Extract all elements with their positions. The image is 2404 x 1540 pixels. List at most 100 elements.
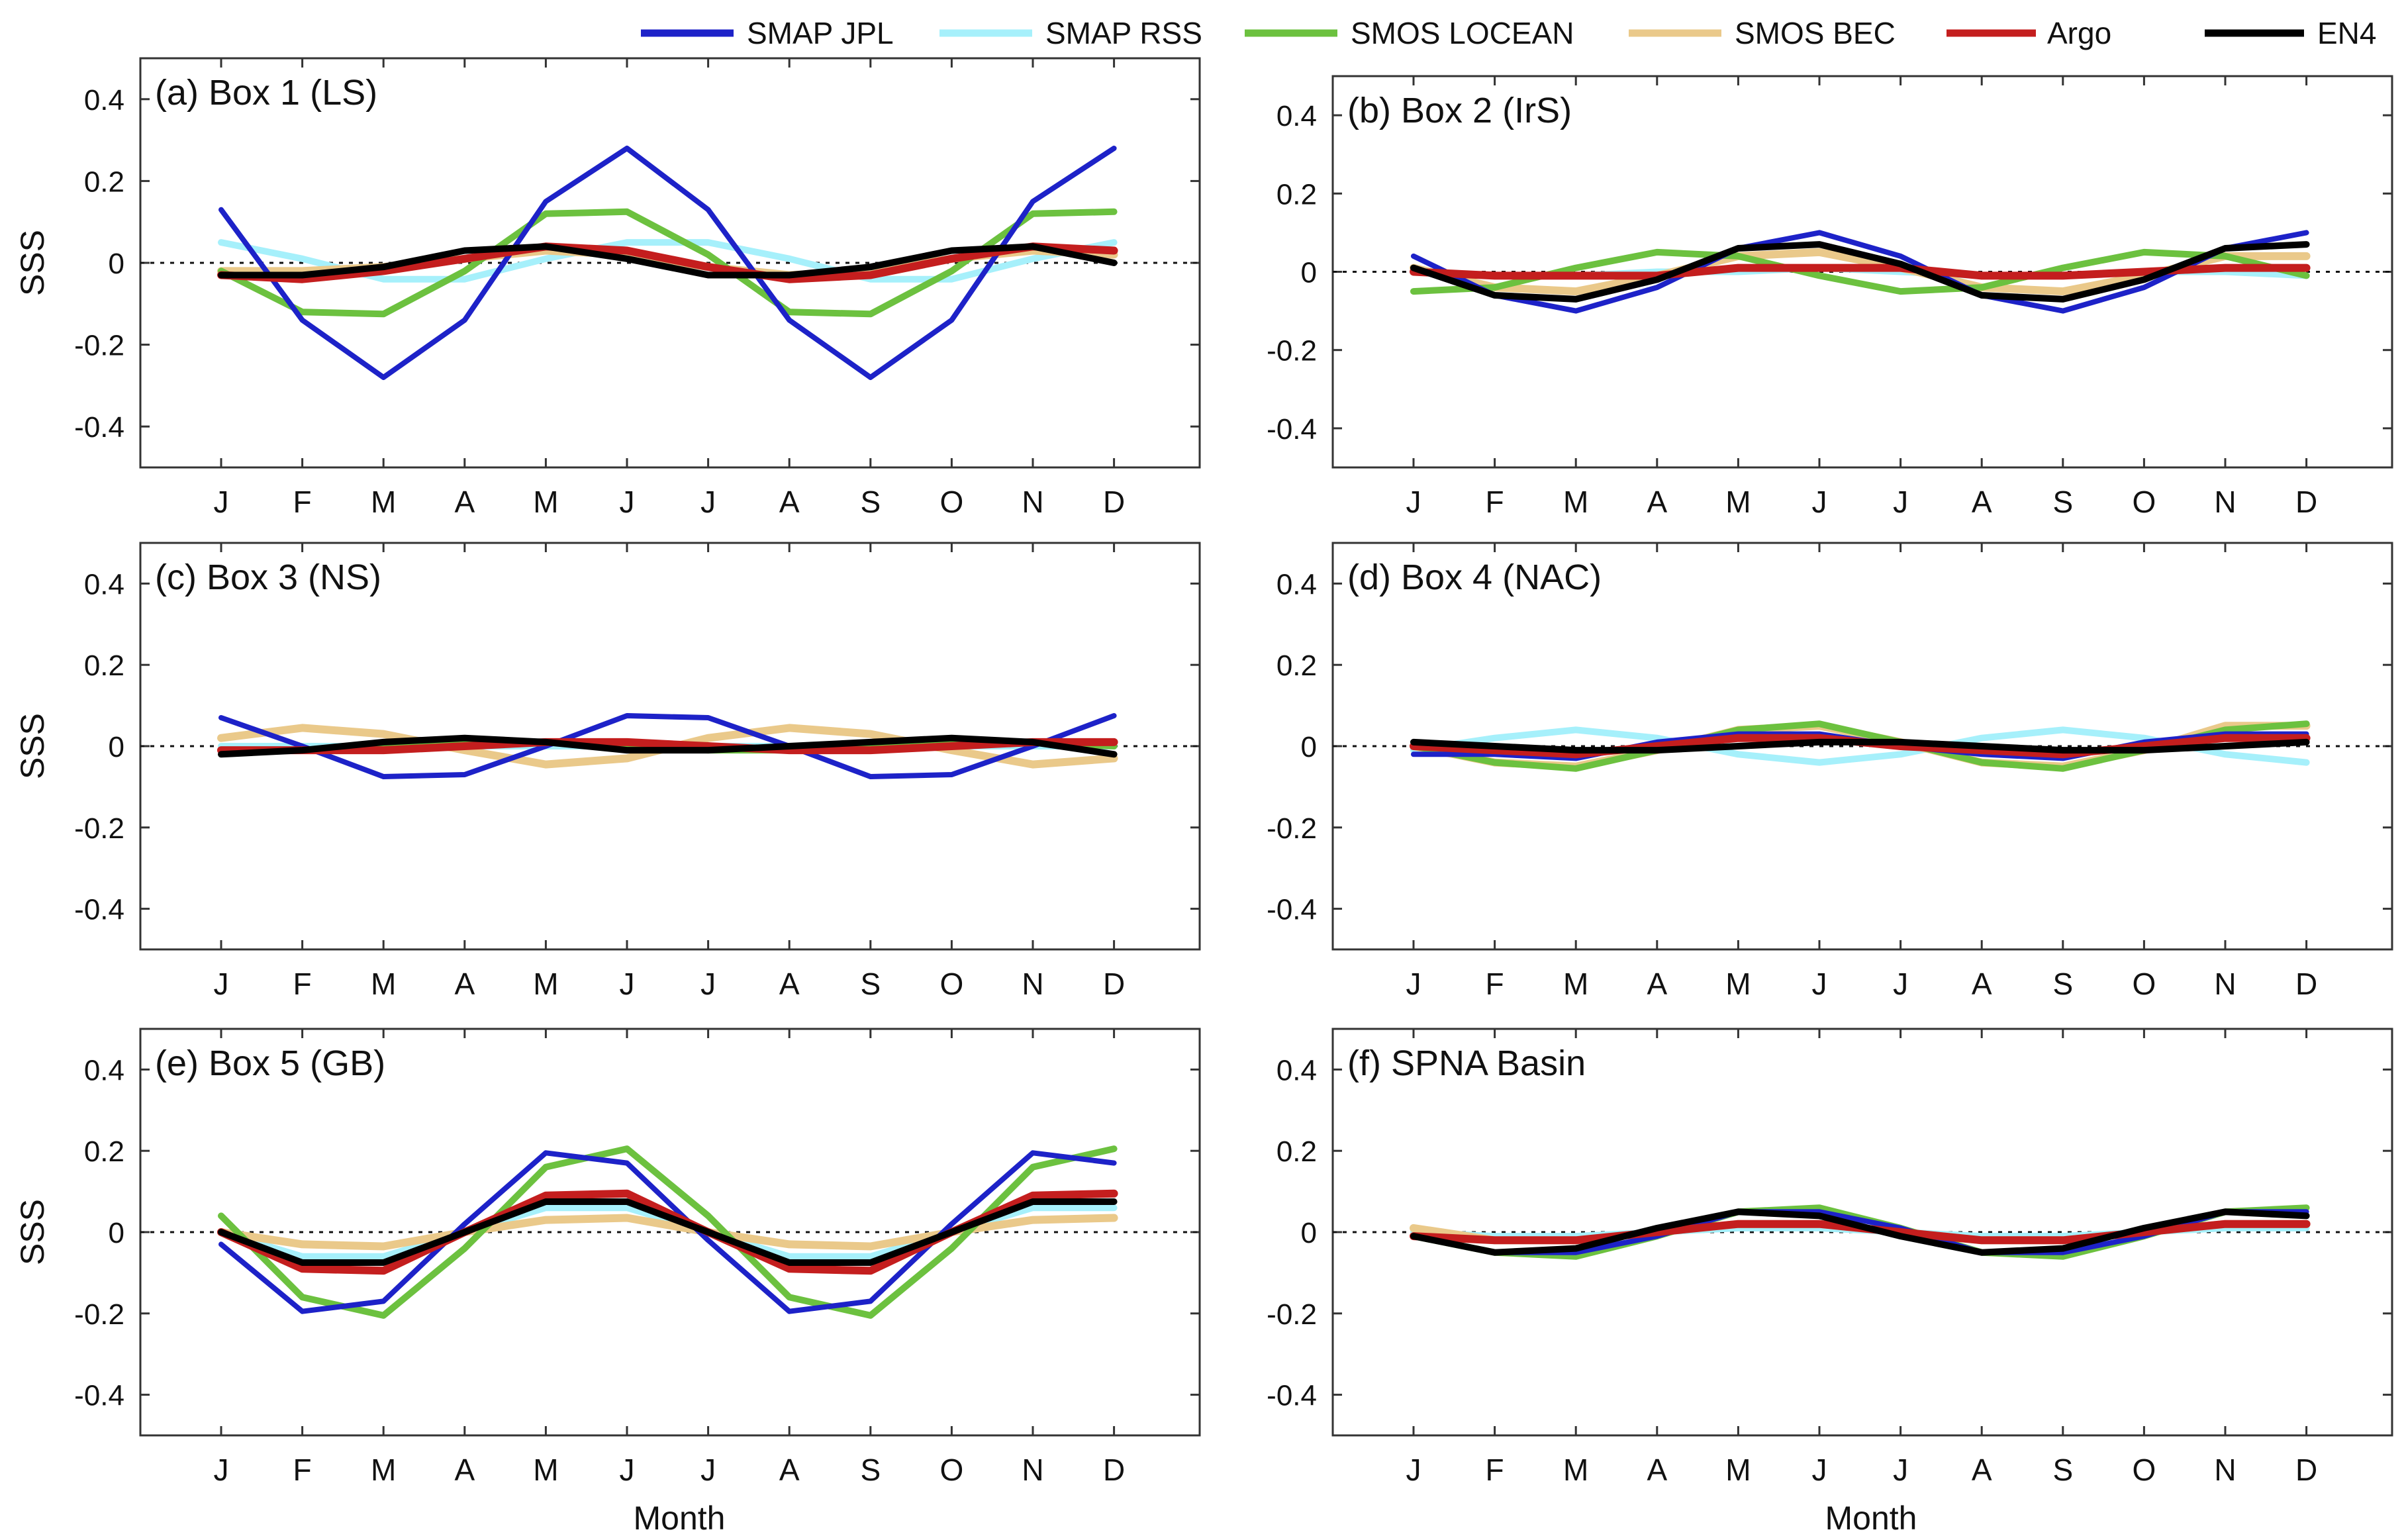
panel-f-month-label: J [1812, 1453, 1827, 1487]
panel-e-month-label: F [293, 1453, 312, 1487]
panel-c-month-label: S [860, 967, 881, 1001]
panel-b-month-label: J [1893, 485, 1908, 519]
panel-e-series-smap-jpl [218, 1150, 1117, 1314]
panel-d-month-label: J [1406, 967, 1421, 1001]
panel-c-month-label: J [620, 967, 635, 1001]
panel-f-month-label: N [2214, 1453, 2236, 1487]
panel-d-month-label: D [2295, 967, 2317, 1001]
panel-c-month-label: J [214, 967, 229, 1001]
panel-a-month-label: A [454, 485, 475, 519]
panel-d-month-label: A [1972, 967, 1992, 1001]
legend-label-smos-bec: SMOS BEC [1735, 16, 1896, 50]
panel-f-month-label: J [1893, 1453, 1908, 1487]
panel-a-series-smos-locean [218, 208, 1118, 318]
panel-c-series-smap-jpl [218, 713, 1117, 779]
panel-e-ytick-label: 0.2 [84, 1135, 124, 1168]
panel-c-ytick-label: 0.4 [84, 568, 124, 601]
panel-b-month-label: M [1563, 485, 1588, 519]
panel-a-month-label: D [1103, 485, 1125, 519]
panel-f-month-label: O [2133, 1453, 2156, 1487]
panel-c-ylabel: SSS [14, 713, 51, 779]
panels: 0.4 0.2 0 -0.2 -0.4 J F M A M J J A S O N D (a) Box 1 (LS… [14, 57, 2393, 1487]
legend-label-argo: Argo [2047, 16, 2111, 50]
panel-e-ytick-label: 0.4 [84, 1054, 124, 1086]
legend-label-smos-locean: SMOS LOCEAN [1351, 16, 1574, 50]
panel-c-month-label: M [371, 967, 396, 1001]
panel-e-month-label: J [620, 1453, 635, 1487]
panel-d-month-label: J [1812, 967, 1827, 1001]
panel-a-month-label: N [1022, 485, 1043, 519]
panel-f-ytick-label: 0 [1301, 1217, 1317, 1249]
panel-b-month-label: A [1972, 485, 1992, 519]
panel-a-series-argo [217, 242, 1118, 283]
panel-d-month-label: M [1563, 967, 1588, 1001]
panel-e-month-label: D [1103, 1453, 1125, 1487]
legend-entry-smos-bec: SMOS BEC [1629, 16, 1896, 50]
panel-b-series-smos-locean [1410, 248, 2310, 295]
panel-a-month-label: J [214, 485, 229, 519]
panel-b-month-label: M [1725, 485, 1751, 519]
panel-c: 0.4 0.2 0 -0.2 -0.4 J F M A M J J A S O N D (c) Box 3 (NS… [14, 542, 1201, 1001]
panel-f-title: (f) SPNA Basin [1347, 1043, 1586, 1083]
panel-b-series-en4 [1410, 241, 2310, 303]
panel-d-month-label: S [2052, 967, 2073, 1001]
panel-c-month-label: A [454, 967, 475, 1001]
panel-a-month-label: A [779, 485, 800, 519]
panel-b-month-label: N [2214, 485, 2236, 519]
panel-e: 0.4 0.2 0 -0.2 -0.4 J F M A M J J A S O N D (e) Box 5 (GB… [14, 1028, 1201, 1487]
panel-e-title: (e) Box 5 (GB) [155, 1043, 385, 1083]
legend-entry-argo: Argo [1947, 16, 2111, 50]
panel-f-month-label: A [1647, 1453, 1667, 1487]
panel-f-ytick-label: -0.2 [1267, 1298, 1317, 1331]
panel-e-series-en4 [218, 1198, 1118, 1266]
panel-f-month-label: M [1563, 1453, 1588, 1487]
panel-b-ytick-label: 0 [1301, 257, 1317, 289]
panel-e-month-label: M [371, 1453, 396, 1487]
panel-f-month-label: A [1972, 1453, 1992, 1487]
panel-a-ylabel: SSS [14, 230, 51, 296]
panel-b-ytick-label: 0.2 [1276, 178, 1317, 211]
panel-b-month-label: F [1486, 485, 1504, 519]
panel-f-ytick-label: 0.2 [1276, 1135, 1317, 1168]
panel-d-ytick-label: 0.4 [1276, 568, 1317, 601]
panel-e-month-label: A [779, 1453, 800, 1487]
panel-a-ytick-label: 0.2 [84, 166, 124, 198]
panel-c-ytick-label: 0 [109, 731, 124, 763]
legend-entry-en4: EN4 [2205, 16, 2376, 50]
panel-e-ytick-label: -0.4 [74, 1380, 124, 1412]
panel-d-month-label: F [1486, 967, 1504, 1001]
panel-e-ytick-label: 0 [109, 1217, 124, 1249]
panel-a-series-en4 [218, 243, 1118, 279]
panel-d-title: (d) Box 4 (NAC) [1347, 557, 1602, 597]
panel-b-ytick-label: -0.2 [1267, 335, 1317, 367]
panel-d-month-label: O [2133, 967, 2156, 1001]
panel-c-ytick-label: 0.2 [84, 650, 124, 682]
panel-a-month-label: M [371, 485, 396, 519]
panel-a-ytick-label: -0.2 [74, 330, 124, 362]
panel-a: 0.4 0.2 0 -0.2 -0.4 J F M A M J J A S O N D (a) Box 1 (LS… [14, 57, 1201, 519]
legend-entry-smos-locean: SMOS LOCEAN [1245, 16, 1574, 50]
panel-e-month-label: A [454, 1453, 475, 1487]
panel-d-month-label: M [1725, 967, 1751, 1001]
panel-d-month-label: J [1893, 967, 1908, 1001]
panel-a-ytick-label: 0.4 [84, 84, 124, 117]
panel-d: 0.4 0.2 0 -0.2 -0.4 J F M A M J J A S O N D (d) Box 4 (NA… [1267, 542, 2393, 1001]
panel-f-month-label: D [2295, 1453, 2317, 1487]
panel-e-month-label: J [700, 1453, 716, 1487]
panel-d-ytick-label: -0.2 [1267, 812, 1317, 845]
panel-b-title: (b) Box 2 (IrS) [1347, 91, 1572, 130]
panel-d-series-en4 [1410, 738, 2310, 754]
panel-e-month-label: N [1022, 1453, 1043, 1487]
panel-f-ytick-label: 0.4 [1276, 1054, 1317, 1086]
x-axis-title-right: Month [1825, 1500, 1917, 1537]
panel-a-month-label: J [620, 485, 635, 519]
panel-c-month-label: N [1022, 967, 1043, 1001]
legend-label-en4: EN4 [2317, 16, 2376, 50]
panel-d-ytick-label: 0 [1301, 731, 1317, 763]
panel-b-ytick-label: 0.4 [1276, 100, 1317, 132]
panel-f-month-label: M [1725, 1453, 1751, 1487]
panel-f-ytick-label: -0.4 [1267, 1380, 1317, 1412]
panel-f-month-label: J [1406, 1453, 1421, 1487]
panel-c-ytick-label: -0.2 [74, 812, 124, 845]
panel-e-ylabel: SSS [14, 1199, 51, 1265]
